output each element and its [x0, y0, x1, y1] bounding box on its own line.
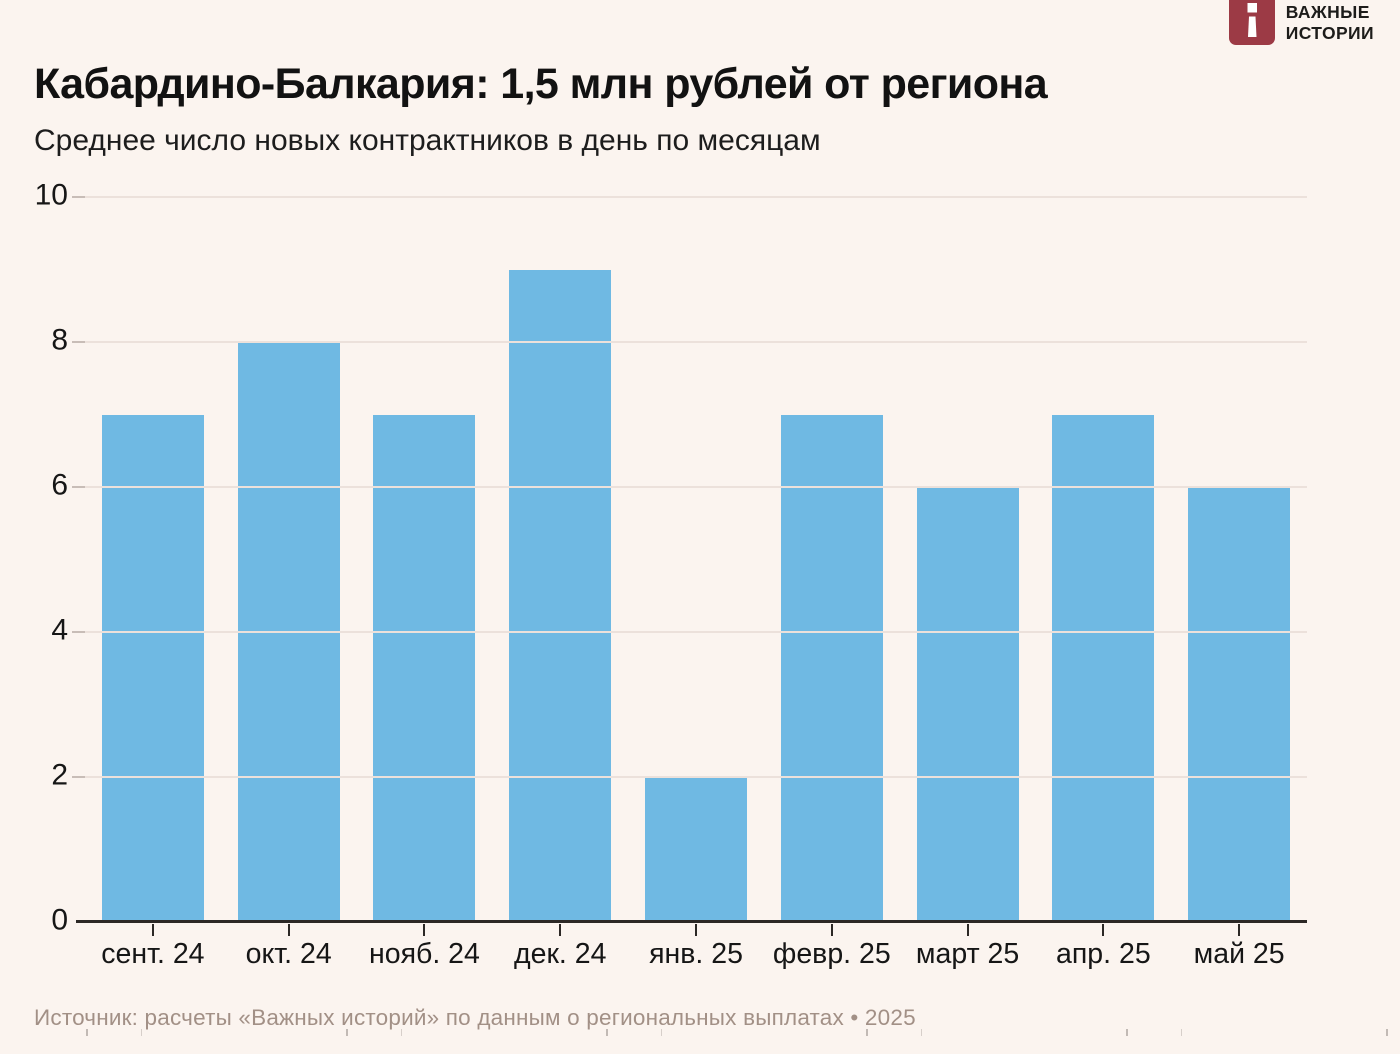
bar-slot-8 — [1035, 197, 1171, 936]
x-tick-mark-2 — [287, 924, 290, 936]
bar-slot-2 — [221, 197, 357, 936]
plot-area — [72, 196, 1307, 936]
i-glyph — [1247, 3, 1257, 37]
y-axis: 0 2 4 6 8 10 — [0, 179, 72, 937]
bar-slot-1 — [85, 197, 221, 936]
brand-wordmark-line2: ИСТОРИИ — [1285, 23, 1374, 44]
y-tick-label-0: 0 — [51, 903, 68, 937]
bar-янв-25 — [645, 777, 748, 922]
bar-slot-6 — [764, 197, 900, 936]
source-note: Источник: расчеты «Важных историй» по да… — [34, 1005, 916, 1030]
gridline-4 — [85, 631, 1307, 633]
bar-slot-4 — [492, 197, 628, 936]
chart-subtitle: Среднее число новых контрактников в день… — [34, 124, 821, 157]
brand-logo: ВАЖНЫЕ ИСТОРИИ — [1228, 0, 1374, 45]
x-tick-label-1: сент. 24 — [101, 938, 205, 970]
y-tick-mark-10 — [72, 196, 85, 198]
x-axis: сент. 24 окт. 24 нояб. 24 дек. 24 янв. 25 фев… — [85, 938, 1307, 971]
x-tick-label-9: май 25 — [1193, 938, 1285, 970]
brand-wordmark: ВАЖНЫЕ ИСТОРИИ — [1286, 0, 1374, 45]
bar-март-25 — [916, 487, 1019, 922]
y-tick-label-10: 10 — [34, 178, 68, 212]
x-tick-mark-3 — [423, 924, 426, 936]
x-tick-mark-4 — [559, 924, 562, 936]
x-tick-label-4: дек. 24 — [513, 938, 607, 970]
bar-февр-25 — [780, 414, 883, 922]
cropped-text-remnant — [0, 1029, 1400, 1036]
x-tick-mark-1 — [151, 924, 154, 936]
gridline-10 — [85, 196, 1307, 198]
y-tick-label-2: 2 — [51, 758, 68, 792]
brand-wordmark-line1: ВАЖНЫЕ — [1285, 2, 1370, 22]
x-tick-mark-9 — [1238, 924, 1241, 936]
bar-slot-5 — [628, 197, 764, 936]
y-tick-label-4: 4 — [51, 613, 68, 647]
x-tick-label-3: нояб. 24 — [369, 938, 480, 970]
y-tick-label-8: 8 — [51, 323, 68, 357]
bar-май-25 — [1188, 487, 1291, 922]
x-tick-label-6: февр. 25 — [772, 938, 891, 970]
y-tick-mark-2 — [72, 776, 85, 778]
bar-сент-24 — [101, 414, 204, 922]
x-tick-label-8: апр. 25 — [1056, 938, 1151, 970]
gridline-2 — [85, 776, 1307, 778]
bars-row — [85, 197, 1307, 936]
chart-title: Кабардино-Балкария: 1,5 млн рублей от ре… — [34, 60, 1048, 108]
bar-апр-25 — [1052, 414, 1155, 922]
x-tick-mark-8 — [1102, 924, 1105, 936]
gridline-6 — [85, 486, 1307, 488]
x-tick-label-5: янв. 25 — [649, 938, 743, 970]
x-tick-mark-6 — [830, 924, 833, 936]
bar-slot-7 — [900, 197, 1036, 936]
y-tick-mark-6 — [72, 486, 85, 488]
gridline-8 — [85, 341, 1307, 343]
x-tick-mark-5 — [695, 924, 698, 936]
x-axis-baseline — [76, 920, 1307, 923]
bar-slot-3 — [357, 197, 493, 936]
y-tick-mark-8 — [72, 341, 85, 343]
x-tick-label-2: окт. 24 — [245, 938, 332, 970]
x-tick-mark-7 — [966, 924, 969, 936]
y-tick-label-6: 6 — [51, 468, 68, 502]
bar-дек-24 — [509, 269, 612, 922]
bar-slot-9 — [1171, 197, 1307, 936]
istories-i-logo-icon — [1228, 0, 1275, 45]
y-tick-mark-4 — [72, 631, 85, 633]
bar-нояб-24 — [373, 414, 476, 922]
x-tick-label-7: март 25 — [915, 938, 1020, 970]
